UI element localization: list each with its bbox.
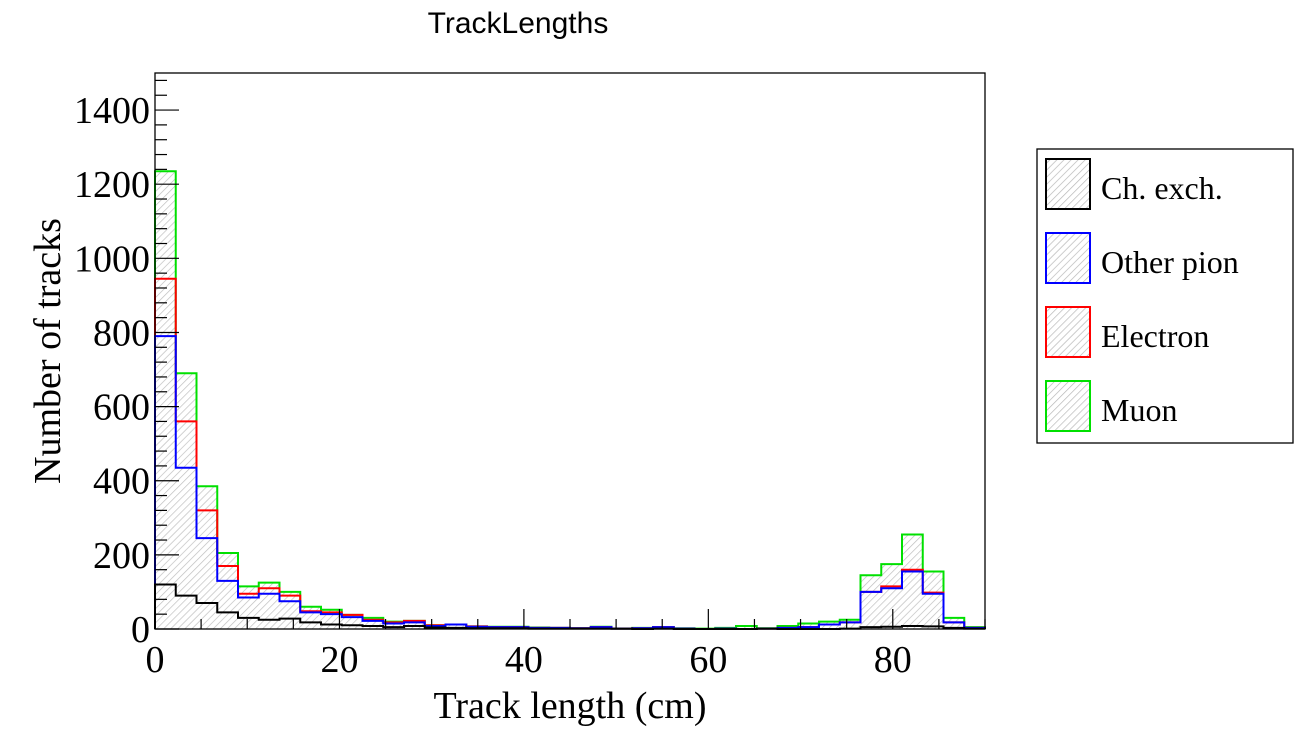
legend-label-electron: Electron [1101,318,1209,354]
x-tick-label: 40 [505,639,543,681]
legend-swatch-electron [1045,306,1091,358]
chart-title: TrackLengths [428,7,609,40]
y-tick-label: 800 [93,312,150,354]
y-tick-label: 1400 [74,90,150,132]
x-tick-label: 80 [874,639,912,681]
series-fill-ch-exch [155,584,985,629]
legend-swatch-other-pion [1045,232,1091,284]
legend-items: Ch. exch. Other pion Electron Muon [1045,158,1239,432]
x-tick-label: 0 [146,639,165,681]
y-axis-ticks: 0 200 400 600 800 1000 1200 1400 [74,79,179,651]
y-tick-label: 600 [93,387,150,429]
y-tick-label: 400 [93,461,150,503]
plot-background [155,73,985,629]
legend-swatch-muon [1045,380,1091,432]
x-tick-label: 60 [689,639,727,681]
y-tick-label: 200 [93,535,150,577]
y-axis-label: Number of tracks [27,218,69,484]
series-fill-other-pion [155,336,985,629]
y-tick-label: 0 [131,609,150,651]
legend-swatch-ch-exch [1045,158,1091,210]
x-axis-ticks: 0 20 40 60 80 [146,609,986,681]
x-tick-label: 20 [320,639,358,681]
legend-label-muon: Muon [1101,392,1177,428]
plot-area: 0 20 40 60 80 0 200 400 600 800 1000 1200 1400 [74,72,986,681]
x-axis-label: Track length (cm) [434,685,707,727]
legend-label-ch-exch: Ch. exch. [1101,170,1223,206]
y-tick-label: 1200 [74,164,150,206]
legend-label-other-pion: Other pion [1101,244,1239,280]
legend: Ch. exch. Other pion Electron Muon [1036,148,1294,444]
y-tick-label: 1000 [74,238,150,280]
